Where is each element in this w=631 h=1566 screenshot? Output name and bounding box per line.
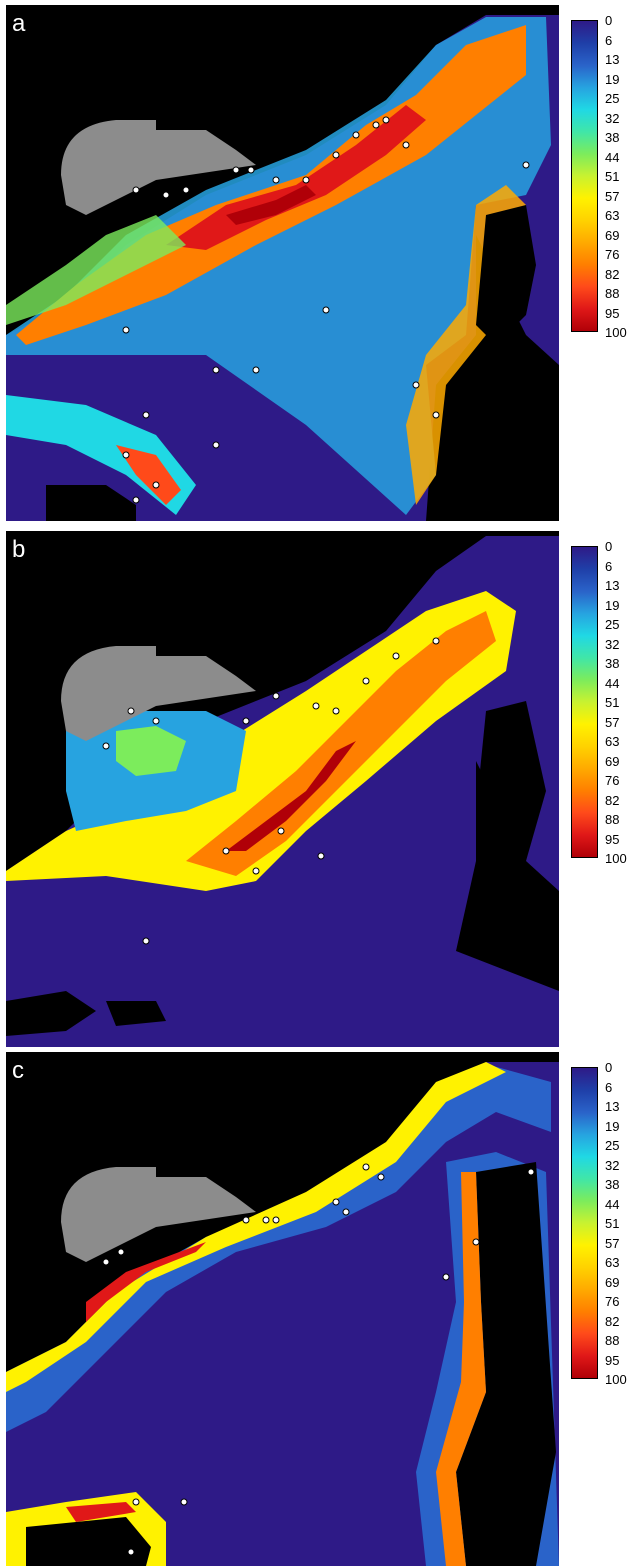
colorbar-gradient bbox=[571, 20, 598, 332]
colorbar-tick-label: 76 bbox=[605, 1294, 620, 1309]
colorbar-tick-label: 32 bbox=[605, 636, 620, 652]
markers-c bbox=[102, 1163, 535, 1556]
orange-core-b bbox=[186, 611, 496, 876]
colorbar-tick-label: 88 bbox=[605, 286, 620, 301]
green-west-b bbox=[116, 726, 186, 776]
map-c bbox=[6, 1052, 559, 1566]
colorbar-tick-label: 38 bbox=[605, 1177, 620, 1192]
panel-letter: b bbox=[12, 536, 26, 563]
colorbar-tick-label: 69 bbox=[605, 1274, 620, 1290]
colorbar-tick-label: 19 bbox=[605, 71, 620, 87]
colorbar-tick-label: 13 bbox=[605, 52, 620, 67]
land-sw2-b bbox=[106, 1001, 166, 1026]
colorbar-tick-label: 0 bbox=[605, 539, 613, 554]
colorbar-tick-label: 57 bbox=[605, 188, 620, 204]
colorbar-tick-label: 32 bbox=[605, 110, 620, 126]
coast-band-c bbox=[6, 1062, 506, 1392]
panel-letter: c bbox=[12, 1057, 24, 1084]
green-zone-a bbox=[6, 215, 186, 325]
land-south-a bbox=[46, 485, 136, 521]
blue-shelf-c bbox=[6, 1064, 551, 1432]
colorbar-tick-label: 69 bbox=[605, 753, 620, 769]
colorbar-tick-label: 51 bbox=[605, 169, 620, 184]
colorbar-tick-label: 51 bbox=[605, 695, 620, 710]
markers-b bbox=[102, 637, 440, 945]
colorbar: 0 6 13 19 25 32 38 44 51 57 63 69 76 82 88 95 100 bbox=[571, 539, 631, 868]
colorbar-tick-label: 95 bbox=[605, 831, 620, 847]
colorbar-tick-label: 38 bbox=[605, 656, 620, 671]
colorbar-tick-label: 19 bbox=[605, 1118, 620, 1134]
sw-red-c bbox=[66, 1502, 136, 1522]
map-b bbox=[6, 531, 559, 1047]
land-east-b bbox=[476, 701, 546, 871]
colorbar-tick-label: 25 bbox=[605, 91, 620, 106]
panel-b: b 0 6 13 19 25 32 38 44 51 57 63 69 76 82 88 95 100 bbox=[0, 526, 631, 1050]
colorbar-ticks: 0 6 13 19 25 32 38 44 51 57 63 69 76 82 88 95 100 bbox=[605, 13, 631, 342]
colorbar-tick-label: 38 bbox=[605, 130, 620, 145]
colorbar-tick-label: 51 bbox=[605, 1216, 620, 1231]
colorbar-tick-label: 100 bbox=[605, 1372, 627, 1387]
colorbar-tick-label: 25 bbox=[605, 617, 620, 632]
land-sw-b bbox=[6, 991, 96, 1036]
colorbar-tick-label: 63 bbox=[605, 734, 620, 749]
colorbar-tick-label: 6 bbox=[605, 1079, 613, 1095]
colorbar-tick-label: 82 bbox=[605, 1313, 620, 1329]
panel-a: a 0 6 13 19 25 32 38 44 51 57 63 69 76 82 88 95 100 bbox=[0, 0, 631, 524]
colorbar: 0 6 13 19 25 32 38 44 51 57 63 69 76 82 88 95 100 bbox=[571, 1060, 631, 1389]
southwest-hot-a bbox=[116, 445, 181, 505]
colorbar-tick-label: 82 bbox=[605, 266, 620, 282]
hot-peak-a bbox=[226, 185, 316, 225]
colorbar-tick-label: 57 bbox=[605, 714, 620, 730]
colorbar-ticks: 0 6 13 19 25 32 38 44 51 57 63 69 76 82 88 95 100 bbox=[605, 539, 631, 868]
colorbar-tick-label: 88 bbox=[605, 812, 620, 827]
sw-land-c bbox=[26, 1517, 151, 1566]
red-streak-b bbox=[226, 741, 356, 851]
markers-a bbox=[122, 116, 530, 504]
colorbar-tick-label: 44 bbox=[605, 149, 620, 165]
colorbar-tick-label: 0 bbox=[605, 13, 613, 28]
colorbar-tick-label: 6 bbox=[605, 558, 613, 574]
colorbar-tick-label: 19 bbox=[605, 597, 620, 613]
colorbar-tick-label: 57 bbox=[605, 1235, 620, 1251]
colorbar-tick-label: 13 bbox=[605, 1099, 620, 1114]
colorbar-gradient bbox=[571, 546, 598, 858]
panel-c: c 0 6 13 19 25 32 38 44 51 57 63 69 76 82 88 95 100 bbox=[0, 1047, 631, 1566]
land-east-c bbox=[456, 1162, 556, 1566]
colorbar-tick-label: 82 bbox=[605, 792, 620, 808]
map-a bbox=[6, 5, 559, 521]
colorbar-gradient bbox=[571, 1067, 598, 1379]
colorbar-tick-label: 95 bbox=[605, 1352, 620, 1368]
east-coast-c bbox=[436, 1172, 486, 1566]
gray-region-a bbox=[61, 120, 256, 215]
colorbar-ticks: 0 6 13 19 25 32 38 44 51 57 63 69 76 82 88 95 100 bbox=[605, 1060, 631, 1389]
gray-region-b bbox=[61, 646, 256, 741]
colorbar-tick-label: 88 bbox=[605, 1333, 620, 1348]
colorbar-tick-label: 6 bbox=[605, 32, 613, 48]
colorbar-tick-label: 76 bbox=[605, 773, 620, 788]
colorbar-tick-label: 100 bbox=[605, 325, 627, 340]
colorbar-tick-label: 95 bbox=[605, 305, 620, 321]
colorbar-tick-label: 44 bbox=[605, 675, 620, 691]
colorbar-tick-label: 100 bbox=[605, 851, 627, 866]
ocean-c bbox=[6, 1062, 559, 1566]
colorbar-tick-label: 69 bbox=[605, 227, 620, 243]
colorbar-tick-label: 13 bbox=[605, 578, 620, 593]
heatmap-c bbox=[6, 1052, 559, 1566]
colorbar-tick-label: 76 bbox=[605, 247, 620, 262]
colorbar-tick-label: 63 bbox=[605, 1255, 620, 1270]
colorbar-tick-label: 25 bbox=[605, 1138, 620, 1153]
coast-red-c bbox=[86, 1242, 206, 1322]
colorbar-tick-label: 63 bbox=[605, 208, 620, 223]
land-east-a bbox=[476, 205, 536, 345]
heatmap-b bbox=[6, 531, 559, 1047]
colorbar: 0 6 13 19 25 32 38 44 51 57 63 69 76 82 88 95 100 bbox=[571, 13, 631, 342]
panel-letter: a bbox=[12, 10, 26, 37]
heatmap-a bbox=[6, 5, 559, 521]
colorbar-tick-label: 32 bbox=[605, 1157, 620, 1173]
colorbar-tick-label: 0 bbox=[605, 1060, 613, 1075]
gray-region-c bbox=[61, 1167, 256, 1262]
colorbar-tick-label: 44 bbox=[605, 1196, 620, 1212]
